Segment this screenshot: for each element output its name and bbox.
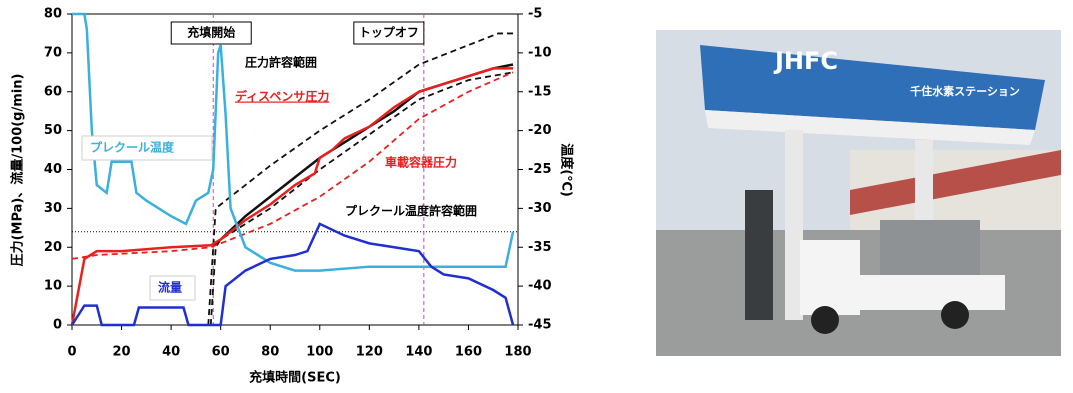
series-line <box>71 71 514 260</box>
series-label: ディスペンサ圧力 <box>235 89 329 104</box>
series-line <box>70 222 515 327</box>
label-box <box>81 135 213 161</box>
y-tick-label: 50 <box>44 123 62 138</box>
x-tick-label: 0 <box>67 345 76 360</box>
x-tick-label: 80 <box>261 345 279 360</box>
y2-tick-label: -45 <box>528 318 552 333</box>
y2-tick-label: -15 <box>528 84 552 99</box>
y2-tick-label: -30 <box>528 201 552 216</box>
y-tick-label: 40 <box>44 162 62 177</box>
y-tick-label: 10 <box>44 279 62 294</box>
y-tick-label: 20 <box>44 240 62 255</box>
y2-tick-label: -40 <box>528 279 552 294</box>
photo-pillar <box>785 130 803 320</box>
y-tick-label: 60 <box>44 84 62 99</box>
reference-label: トップオフ <box>359 25 419 40</box>
label-box <box>149 275 196 301</box>
x-tick-label: 60 <box>212 345 230 360</box>
photo-pillar <box>915 140 933 240</box>
y-tick-label: 0 <box>53 318 62 333</box>
y2-tick-label: -35 <box>528 240 552 255</box>
series-line <box>72 12 515 272</box>
series-label: 流量 <box>158 280 182 295</box>
photo-canopy <box>700 45 1045 130</box>
series-line <box>70 67 514 326</box>
photo-sign-logo: JHFC <box>773 47 838 75</box>
x-tick-label: 140 <box>405 345 432 360</box>
reference-label: プレクール温度許容範囲 <box>345 203 477 218</box>
x-tick-label: 120 <box>356 345 383 360</box>
x-tick-label: 160 <box>455 345 482 360</box>
photo-sign-text: 千住水素ステーション <box>910 84 1020 98</box>
x-tick-label: 40 <box>162 345 180 360</box>
y-tick-label: 30 <box>44 201 62 216</box>
y-tick-label: 70 <box>44 45 62 60</box>
series-line <box>207 32 514 326</box>
photo-wheel <box>811 306 839 334</box>
y2-tick-label: -25 <box>528 162 552 177</box>
x-tick-label: 20 <box>113 345 131 360</box>
x-axis-label: 充填時間(SEC) <box>249 370 341 386</box>
series-label: 車載容器圧力 <box>385 155 457 170</box>
y-axis-label: 圧力(MPa)、流量/100(g/min) <box>10 74 26 267</box>
photo-truck-cab <box>800 240 860 315</box>
photo-dispenser <box>745 190 773 320</box>
photo-truck-cargo <box>880 220 980 275</box>
photo-truck-bed <box>860 275 1005 310</box>
photo-canopy-edge <box>705 110 1035 145</box>
y2-tick-label: -20 <box>528 123 552 138</box>
photo-roof <box>850 150 1061 215</box>
y2-tick-label: -10 <box>528 45 552 60</box>
y2-axis-label: 温度(℃) <box>559 143 575 197</box>
y2-tick-label: -5 <box>528 7 542 22</box>
reference-label: 充填開始 <box>187 25 235 40</box>
series-line <box>209 71 514 326</box>
x-tick-label: 180 <box>504 345 531 360</box>
x-tick-label: 100 <box>306 345 333 360</box>
y-tick-label: 80 <box>44 7 62 22</box>
photo: JHFC 千住水素ステーション <box>656 30 1061 356</box>
series-label: 圧力許容範囲 <box>245 55 317 70</box>
series-label: プレクール温度 <box>90 140 175 155</box>
photo-wheel <box>941 301 969 329</box>
reference-box <box>170 21 252 45</box>
reference-box <box>353 21 425 45</box>
